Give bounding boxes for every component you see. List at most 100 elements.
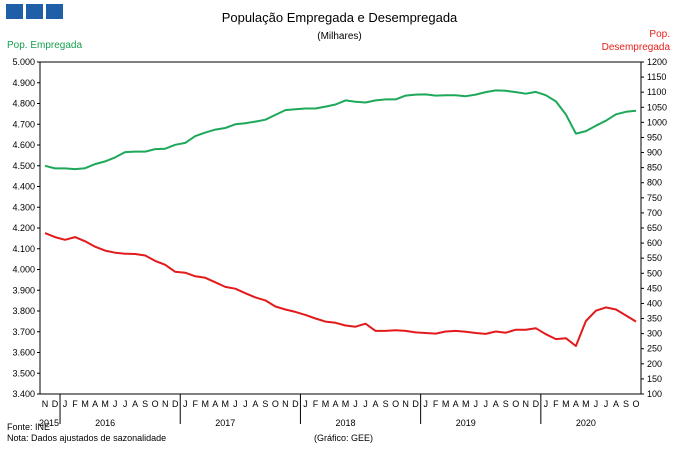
x-axis-month-label: A [92, 399, 98, 409]
right-axis-label-line1: Pop. [649, 29, 670, 40]
x-axis-month-label: D [292, 399, 299, 409]
right-axis-label: Pop. Desempregada [602, 28, 670, 54]
right-axis-tick-label: 200 [647, 359, 662, 369]
right-axis-tick-label: 1100 [647, 87, 666, 97]
logo-square [46, 4, 63, 19]
left-axis-label: Pop. Empregada [7, 40, 83, 51]
x-axis-month-label: M [342, 399, 350, 409]
left-axis-tick-label: 3.900 [12, 285, 35, 295]
x-axis-month-label: J [473, 399, 478, 409]
right-axis-tick-label: 850 [647, 163, 662, 173]
x-axis-month-label: O [272, 399, 279, 409]
x-axis-month-label: J [544, 399, 549, 409]
left-axis-tick-label: 3.400 [12, 389, 35, 399]
x-axis-month-label: M [582, 399, 590, 409]
logo-square [6, 4, 23, 19]
left-axis-tick-label: 4.200 [12, 223, 35, 233]
x-axis-month-label: J [353, 399, 358, 409]
x-axis-month-label: O [632, 399, 639, 409]
x-axis-year-label: 2018 [335, 418, 355, 428]
series-line-employed [44, 89, 637, 171]
source-note: Fonte: INE [7, 422, 51, 432]
x-axis-month-label: M [462, 399, 470, 409]
x-axis-month-label: A [493, 399, 499, 409]
left-axis-tick-label: 4.100 [12, 244, 35, 254]
x-axis-year-label: 2017 [215, 418, 235, 428]
x-axis-month-label: J [233, 399, 238, 409]
x-axis-month-label: N [42, 399, 49, 409]
left-axis-tick-label: 4.600 [12, 140, 35, 150]
right-axis-tick-label: 1200 [647, 57, 667, 67]
x-axis-month-label: A [132, 399, 138, 409]
x-axis-month-label: D [533, 399, 540, 409]
right-axis-tick-label: 600 [647, 238, 662, 248]
logo-square [26, 4, 43, 19]
x-axis-month-label: N [282, 399, 289, 409]
left-axis-tick-label: 3.700 [12, 327, 35, 337]
x-axis-month-label: N [523, 399, 530, 409]
left-axis-tick-label: 3.800 [12, 306, 35, 316]
x-axis-month-label: J [604, 399, 609, 409]
x-axis-month-label: J [594, 399, 599, 409]
x-axis-month-label: S [383, 399, 389, 409]
right-axis-tick-label: 350 [647, 314, 662, 324]
right-axis-label-line2: Desempregada [601, 42, 670, 53]
x-axis-month-label: M [222, 399, 230, 409]
left-axis-tick-label: 4.400 [12, 182, 35, 192]
chart-title: População Empregada e Desempregada [221, 10, 458, 25]
right-axis-tick-label: 750 [647, 193, 662, 203]
right-axis-tick-label: 500 [647, 268, 662, 278]
x-axis-year-label: 2019 [456, 418, 476, 428]
right-axis-tick-label: 100 [647, 389, 662, 399]
right-axis-tick-label: 1000 [647, 117, 667, 127]
x-axis-month-label: N [162, 399, 169, 409]
right-axis-tick-label: 700 [647, 208, 662, 218]
x-axis-month-label: N [402, 399, 409, 409]
x-axis-month-label: A [212, 399, 218, 409]
x-axis-month-label: J [63, 399, 68, 409]
right-axis-tick-label: 950 [647, 132, 662, 142]
x-axis-month-label: M [442, 399, 450, 409]
chart-subtitle: (Milhares) [317, 31, 362, 42]
x-axis-year-label: 2020 [576, 418, 596, 428]
x-axis-month-label: A [613, 399, 619, 409]
right-axis-tick-label: 150 [647, 374, 662, 384]
x-axis-month-label: J [363, 399, 368, 409]
x-axis-month-label: F [433, 399, 439, 409]
x-axis-year-label: 2015 [39, 418, 59, 428]
series-line-unemployed [44, 232, 637, 347]
x-axis-month-label: M [322, 399, 330, 409]
x-axis-month-label: M [562, 399, 570, 409]
x-axis-month-label: F [313, 399, 319, 409]
left-axis-tick-label: 4.000 [12, 265, 35, 275]
x-axis-month-label: J [423, 399, 428, 409]
gee-logo [6, 4, 63, 19]
right-axis-tick-label: 650 [647, 223, 662, 233]
x-axis-month-label: A [332, 399, 338, 409]
x-axis-month-label: J [243, 399, 248, 409]
x-axis-month-label: O [392, 399, 399, 409]
x-axis-month-label: M [202, 399, 210, 409]
right-axis-tick-label: 1050 [647, 102, 667, 112]
x-axis-month-label: O [152, 399, 159, 409]
left-axis-tick-label: 5.000 [12, 57, 35, 67]
x-axis-month-label: M [101, 399, 109, 409]
x-axis-month-label: J [303, 399, 308, 409]
x-axis-month-label: F [72, 399, 78, 409]
adjustment-note: Nota: Dados ajustados de sazonalidade [7, 433, 167, 443]
x-axis-month-label: J [483, 399, 488, 409]
x-axis-month-label: A [573, 399, 579, 409]
x-axis-month-label: J [123, 399, 128, 409]
right-axis-tick-label: 450 [647, 283, 662, 293]
x-axis-month-label: A [252, 399, 258, 409]
right-axis-tick-label: 300 [647, 329, 662, 339]
x-axis-year-label: 2016 [95, 418, 115, 428]
x-axis-month-label: S [262, 399, 268, 409]
x-axis-month-label: F [553, 399, 559, 409]
x-axis-month-label: F [193, 399, 199, 409]
x-axis-month-label: D [172, 399, 179, 409]
x-axis-month-label: A [373, 399, 379, 409]
right-axis-tick-label: 1150 [647, 72, 666, 82]
right-axis-tick-label: 900 [647, 148, 662, 158]
x-axis-month-label: A [453, 399, 459, 409]
